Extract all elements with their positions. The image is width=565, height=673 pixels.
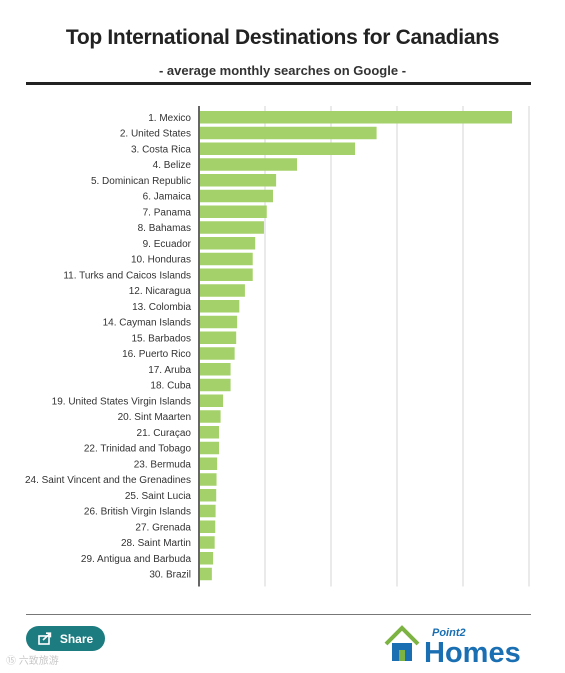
bar[interactable] <box>200 473 217 486</box>
category-label: 20. Sint Maarten <box>118 412 191 423</box>
bar[interactable] <box>200 174 277 187</box>
watermark: ⑮ 六致旅游 <box>6 656 59 667</box>
category-label: 29. Antigua and Barbuda <box>81 554 192 565</box>
bar[interactable] <box>200 331 237 345</box>
category-label: 23. Bermuda <box>134 459 192 470</box>
category-label: 27. Grenada <box>135 522 191 533</box>
bar[interactable] <box>200 520 216 534</box>
category-label: 21. Curaçao <box>137 428 192 439</box>
category-label: 22. Trinidad and Tobago <box>84 444 192 455</box>
bar[interactable] <box>200 552 214 565</box>
category-label: 25. Saint Lucia <box>125 491 192 502</box>
category-label: 15. Barbados <box>132 333 192 344</box>
share-button[interactable]: Share <box>26 626 105 651</box>
point2homes-logo[interactable]: Point2 Homes <box>384 622 534 669</box>
chart-subtitle: - average monthly searches on Google - <box>158 63 407 78</box>
category-label: 11. Turks and Caicos Islands <box>63 270 191 281</box>
chart-title: Top International Destinations for Canad… <box>65 26 500 49</box>
category-label: 2. United States <box>120 129 191 140</box>
bar[interactable] <box>200 567 212 581</box>
bar-chart: 1. Mexico 2. United States 3. Costa Rica 4.… <box>25 106 530 587</box>
bar[interactable] <box>200 142 356 156</box>
category-label: 8. Bahamas <box>138 223 191 234</box>
bar[interactable] <box>200 347 235 360</box>
category-label: 13. Colombia <box>132 302 191 313</box>
bar[interactable] <box>200 300 240 313</box>
category-label: 16. Puerto Rico <box>122 349 191 360</box>
bar[interactable] <box>200 457 218 471</box>
category-label: 7. Panama <box>143 207 192 218</box>
bar[interactable] <box>200 221 264 234</box>
category-label: 30. Brazil <box>149 570 191 581</box>
bar[interactable] <box>200 426 220 439</box>
bar[interactable] <box>200 205 267 219</box>
category-label: 12. Nicaragua <box>129 286 192 297</box>
bar[interactable] <box>200 441 220 455</box>
bar[interactable] <box>200 189 274 203</box>
category-label: 6. Jamaica <box>143 192 192 203</box>
share-icon <box>38 632 52 645</box>
bar[interactable] <box>200 284 245 297</box>
bar[interactable] <box>200 252 253 266</box>
title-divider <box>26 82 531 85</box>
category-label: 14. Cayman Islands <box>103 318 191 329</box>
category-label: 18. Cuba <box>150 381 191 392</box>
house-icon <box>384 625 420 661</box>
bar[interactable] <box>200 378 231 392</box>
category-label: 10. Honduras <box>131 255 191 266</box>
bar[interactable] <box>200 315 238 329</box>
bar[interactable] <box>200 504 216 518</box>
category-label: 17. Aruba <box>148 365 191 376</box>
bar[interactable] <box>200 111 512 124</box>
category-label: 24. Saint Vincent and the Grenadines <box>25 475 191 486</box>
bar[interactable] <box>200 410 221 423</box>
category-label: 19. United States Virgin Islands <box>52 396 191 407</box>
logo-big-text: Homes <box>424 637 521 666</box>
category-label: 5. Dominican Republic <box>91 176 191 187</box>
bar[interactable] <box>200 394 224 408</box>
bar[interactable] <box>200 158 298 171</box>
bar[interactable] <box>200 268 253 282</box>
bar[interactable] <box>200 237 256 250</box>
category-label: 26. British Virgin Islands <box>84 507 191 518</box>
bar[interactable] <box>200 363 231 376</box>
logo-small-text: Point2 <box>432 627 466 639</box>
bar[interactable] <box>200 126 377 140</box>
category-label: 3. Costa Rica <box>131 144 191 155</box>
category-label: 1. Mexico <box>148 113 191 124</box>
category-label: 9. Ecuador <box>143 239 192 250</box>
bar[interactable] <box>200 536 215 549</box>
category-label: 28. Saint Martin <box>121 538 191 549</box>
footer-divider <box>26 614 531 615</box>
share-label: Share <box>59 631 94 646</box>
bar[interactable] <box>200 489 217 502</box>
category-label: 4. Belize <box>153 160 192 171</box>
